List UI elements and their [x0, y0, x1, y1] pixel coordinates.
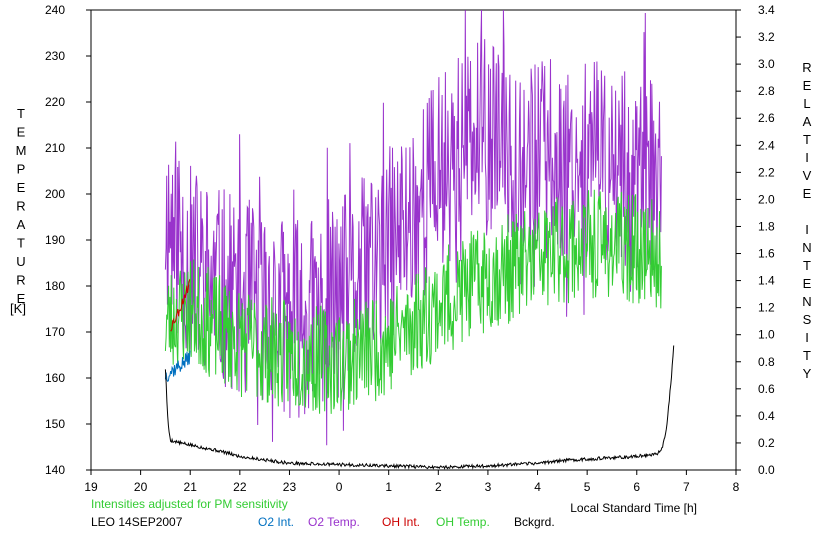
- left-axis-letter: E: [17, 125, 26, 140]
- right-tick-label: 2.4: [758, 138, 775, 152]
- right-tick-label: 3.4: [758, 3, 775, 17]
- left-tick-label: 220: [45, 95, 65, 109]
- pm-note: Intensities adjusted for PM sensitivity: [91, 497, 288, 511]
- x-tick-label: 2: [435, 480, 442, 494]
- series-line-bckgrd: [164, 345, 675, 470]
- x-tick-label: 23: [283, 480, 297, 494]
- station-label: LEO 14SEP2007: [91, 515, 183, 529]
- right-tick-label: 2.8: [758, 84, 775, 98]
- x-tick-label: 21: [184, 480, 198, 494]
- right-tick-label: 3.0: [758, 57, 775, 71]
- left-tick-label: 190: [45, 233, 65, 247]
- series-lines: [164, 9, 675, 470]
- legend-item: O2 Temp.: [308, 515, 360, 529]
- legend-item: O2 Int.: [258, 515, 294, 529]
- right-tick-label: 1.6: [758, 247, 775, 261]
- series-line-oh-temp: [164, 189, 662, 414]
- left-tick-label: 160: [45, 371, 65, 385]
- right-axis-letter: S: [803, 312, 812, 327]
- x-axis-label: Local Standard Time [h]: [570, 501, 697, 515]
- left-tick-label: 240: [45, 3, 65, 17]
- legend: O2 Int. O2 Temp. OH Int. OH Temp. Bckgrd.: [258, 515, 555, 529]
- x-axis: 19 20 21 22 23 0 1 2 3 4 5 6 7 8: [84, 470, 740, 494]
- right-axis-letter: I: [805, 150, 809, 165]
- left-tick-label: 210: [45, 141, 65, 155]
- x-tick-label: 4: [534, 480, 541, 494]
- right-tick-label: 2.0: [758, 192, 775, 206]
- left-tick-label: 170: [45, 325, 65, 339]
- right-tick-label: 3.2: [758, 30, 775, 44]
- left-axis-letter: A: [17, 217, 26, 232]
- legend-item: Bckgrd.: [514, 515, 555, 529]
- left-axis-letter: U: [16, 254, 25, 269]
- right-tick-label: 0.2: [758, 436, 775, 450]
- left-axis-letter: E: [17, 291, 26, 306]
- right-tick-label: 0.8: [758, 355, 775, 369]
- right-axis-letter: L: [803, 96, 810, 111]
- right-axis-letter: E: [803, 276, 812, 291]
- right-tick-label: 1.2: [758, 301, 775, 315]
- series-line-o2-temp: [164, 9, 662, 446]
- left-axis-unit: [K]: [10, 301, 26, 316]
- right-axis: 0.0 0.2 0.4 0.6 0.8 1.0 1.2 1.4 1.6 1.8 2.0 2.2 2.4 2…: [736, 3, 775, 477]
- right-tick-label: 2.6: [758, 111, 775, 125]
- x-tick-label: 20: [134, 480, 148, 494]
- right-axis-letter: E: [803, 78, 812, 93]
- right-axis-letter: T: [803, 258, 811, 273]
- legend-item: OH Int.: [382, 515, 420, 529]
- right-tick-label: 0.6: [758, 382, 775, 396]
- left-axis-letter: T: [17, 106, 25, 121]
- left-tick-label: 150: [45, 417, 65, 431]
- legend-item: OH Temp.: [436, 515, 490, 529]
- right-tick-label: 0.4: [758, 409, 775, 423]
- x-tick-label: 0: [336, 480, 343, 494]
- left-axis-letter: M: [16, 143, 27, 158]
- right-axis-letter: A: [803, 114, 812, 129]
- right-axis-letter: T: [803, 348, 811, 363]
- x-tick-label: 3: [485, 480, 492, 494]
- x-tick-label: 6: [633, 480, 640, 494]
- left-axis-letter: T: [17, 236, 25, 251]
- right-tick-label: 0.0: [758, 463, 775, 477]
- right-axis-letter: E: [803, 186, 812, 201]
- x-tick-label: 7: [683, 480, 690, 494]
- right-axis-letter: R: [802, 60, 811, 75]
- left-axis: 140 150 160 170 180 190 200 210 220 230 240: [45, 3, 91, 477]
- left-tick-label: 200: [45, 187, 65, 201]
- right-axis-letter: V: [803, 168, 812, 183]
- right-axis-letter: T: [803, 132, 811, 147]
- left-axis-letter: P: [17, 162, 26, 177]
- left-axis-letter: R: [16, 273, 25, 288]
- x-tick-label: 1: [385, 480, 392, 494]
- left-axis-letter: R: [16, 199, 25, 214]
- right-tick-label: 1.0: [758, 328, 775, 342]
- right-tick-label: 2.2: [758, 165, 775, 179]
- series-line-oh-int: [170, 279, 191, 332]
- left-axis-letter: E: [17, 180, 26, 195]
- right-tick-label: 1.8: [758, 219, 775, 233]
- x-tick-label: 5: [584, 480, 591, 494]
- right-axis-letter: I: [805, 330, 809, 345]
- x-tick-label: 8: [733, 480, 740, 494]
- right-axis-letter: I: [805, 222, 809, 237]
- left-tick-label: 230: [45, 49, 65, 63]
- left-tick-label: 140: [45, 463, 65, 477]
- right-axis-letter: Y: [803, 366, 812, 381]
- right-axis-letter: N: [802, 240, 811, 255]
- series-line-o2-int: [164, 350, 191, 383]
- x-tick-label: 19: [84, 480, 98, 494]
- left-tick-label: 180: [45, 279, 65, 293]
- right-axis-letter: N: [802, 294, 811, 309]
- x-tick-label: 22: [233, 480, 247, 494]
- right-tick-label: 1.4: [758, 274, 775, 288]
